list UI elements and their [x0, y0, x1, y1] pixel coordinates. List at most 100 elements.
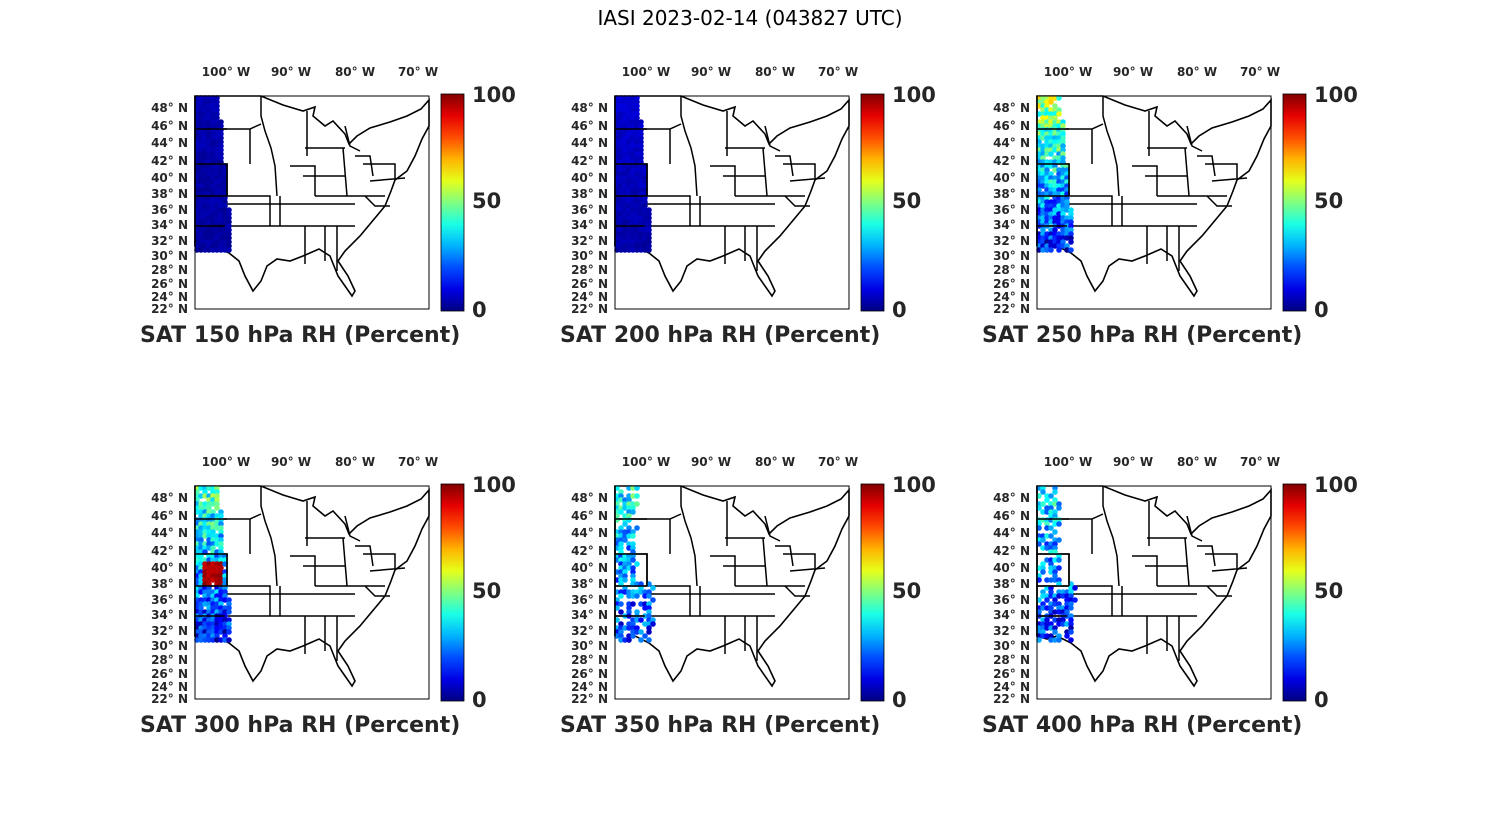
lat-tick-label: 42° N: [993, 544, 1030, 558]
rh-observation-dot: [1040, 601, 1046, 607]
rh-observation-dot: [626, 533, 632, 539]
rh-observation-dot: [622, 147, 628, 153]
rh-observation-dot: [210, 525, 216, 531]
us-outline: [194, 485, 430, 688]
state-boundary: [260, 486, 278, 587]
rh-observation-dot: [1052, 179, 1058, 185]
panel-caption: SAT 300 hPa RH (Percent): [140, 713, 461, 738]
rh-observation-dot: [198, 203, 204, 209]
rh-observation-dot: [634, 617, 640, 623]
rh-observation-dot: [626, 561, 632, 567]
rh-observation-dot: [622, 119, 628, 125]
rh-observation-dot: [622, 95, 628, 101]
rh-observation-dot: [1040, 111, 1046, 117]
rh-observation-dot: [214, 609, 220, 615]
state-boundary: [1211, 567, 1248, 572]
rh-observation-dot: [202, 215, 208, 221]
rh-observation-dot: [1040, 243, 1046, 249]
rh-observation-dot: [618, 147, 624, 153]
lat-tick-label: 30° N: [993, 249, 1030, 263]
rh-observation-dot: [222, 199, 228, 205]
rh-observation-dot: [1044, 533, 1050, 539]
rh-observation-dot: [214, 513, 220, 519]
rh-observation-dot: [226, 637, 232, 643]
lat-tick-label: 22° N: [151, 302, 188, 316]
lat-tick-label: 36° N: [571, 593, 608, 607]
lat-tick-label: 32° N: [993, 624, 1030, 638]
rh-observation-dot: [630, 107, 636, 113]
rh-observation-dot: [210, 501, 216, 507]
rh-observation-dot: [618, 621, 624, 627]
rh-observation-dot: [214, 123, 220, 129]
rh-observation-dot: [630, 573, 636, 579]
rh-observation-dot: [642, 203, 648, 209]
rh-observation-dot: [226, 609, 232, 615]
rh-observation-dot: [626, 235, 632, 241]
rh-observation-dot: [634, 211, 640, 217]
rh-observation-dot: [626, 135, 632, 141]
rh-observation-dot: [638, 629, 644, 635]
rh-observation-dot: [1064, 215, 1070, 221]
lon-tick-label: 80° W: [335, 455, 375, 469]
rh-observation-dot: [202, 525, 208, 531]
rh-observation-dot: [1044, 633, 1050, 639]
rh-observation-dot: [618, 565, 624, 571]
rh-observation-dot: [626, 167, 632, 173]
rh-observation-dot: [1060, 617, 1066, 623]
rh-observation-dot: [618, 207, 624, 213]
rh-observation-dot: [622, 513, 628, 519]
lat-tick-label: 36° N: [151, 593, 188, 607]
rh-observation-dot: [1040, 175, 1046, 181]
rh-observation-dot: [202, 239, 208, 245]
state-boundary: [784, 195, 810, 207]
rh-observation-dot: [202, 509, 208, 515]
rh-observation-dot: [1048, 243, 1054, 249]
rh-observation-dot: [634, 219, 640, 225]
lon-tick-label: 100° W: [1044, 65, 1092, 79]
rh-observation-dot: [202, 167, 208, 173]
lon-tick-label: 90° W: [1113, 65, 1153, 79]
rh-observation-dot: [626, 601, 632, 607]
lon-tick-label: 80° W: [755, 65, 795, 79]
rh-observation-dot: [1044, 95, 1050, 101]
rh-observation-dot: [214, 593, 220, 599]
rh-observation-dot: [1040, 203, 1046, 209]
rh-observation-dot: [618, 123, 624, 129]
swath-observations: [1036, 95, 1074, 253]
rh-observation-dot: [210, 215, 216, 221]
rh-observation-dot: [1044, 187, 1050, 193]
rh-observation-dot: [206, 545, 212, 551]
rh-observation-dot: [1068, 637, 1074, 643]
state-boundary: [342, 147, 348, 197]
rh-observation-dot: [210, 227, 216, 233]
rh-observation-dot: [646, 637, 652, 643]
rh-observation-dot: [194, 247, 200, 253]
rh-observation-dot: [210, 207, 216, 213]
rh-observation-dot: [198, 155, 204, 161]
lon-tick-label: 70° W: [398, 65, 438, 79]
rh-observation-dot: [198, 119, 204, 125]
rh-observation-dot: [1044, 151, 1050, 157]
rh-observation-dot: [226, 629, 232, 635]
rh-observation-dot: [1052, 557, 1058, 563]
rh-observation-dot: [206, 107, 212, 113]
rh-observation-dot: [618, 119, 624, 125]
state-boundary: [1132, 555, 1158, 586]
colorbar: [1282, 93, 1307, 312]
state-boundary: [364, 195, 390, 207]
rh-observation-dot: [634, 235, 640, 241]
rh-observation-dot: [218, 525, 224, 531]
rh-observation-dot: [626, 529, 632, 535]
rh-observation-dot: [618, 609, 624, 615]
rh-observation-dot: [1040, 235, 1046, 241]
state-boundary: [364, 585, 390, 597]
rh-observation-dot: [634, 95, 640, 101]
state-boundary: [762, 537, 768, 587]
rh-observation-dot: [1040, 99, 1046, 105]
rh-observation-dot: [1052, 501, 1058, 507]
rh-observation-dot: [634, 139, 640, 145]
rh-observation-dot: [634, 231, 640, 237]
rh-observation-dot: [198, 513, 204, 519]
rh-observation-dot: [1048, 131, 1054, 137]
rh-observation-dot: [1056, 633, 1062, 639]
